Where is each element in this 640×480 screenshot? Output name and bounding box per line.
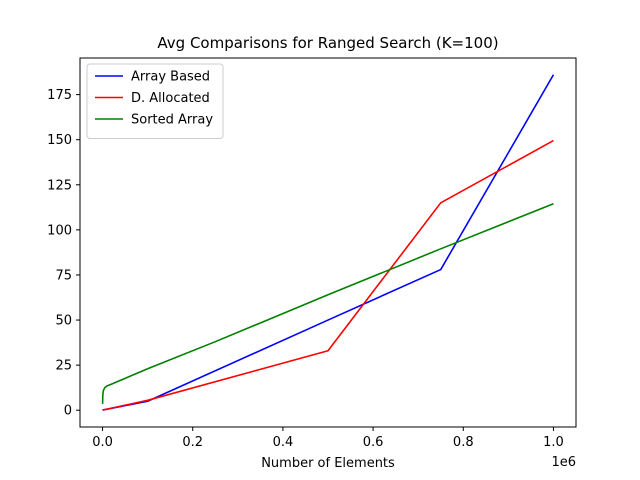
x-tick-label: 1.0 (543, 435, 564, 450)
legend-box (86, 63, 224, 139)
x-tick-label: 0.2 (182, 435, 203, 450)
legend-entry-label: D. Allocated (131, 91, 210, 106)
chart-title: Avg Comparisons for Ranged Search (K=100… (157, 34, 498, 52)
legend-entry-label: Array Based (131, 70, 210, 85)
x-tick-label: 0.6 (363, 435, 384, 450)
x-axis: 0.0 0.2 0.4 0.6 0.8 1.0 (92, 427, 564, 450)
y-tick-label: 100 (47, 223, 72, 238)
axes-frame (79, 57, 577, 428)
legend: Array Based D. Allocated Sorted Array (86, 63, 224, 139)
y-tick-label: 75 (55, 268, 72, 283)
legend-entry-label: Sorted Array (131, 113, 213, 128)
y-tick-label: 125 (47, 178, 72, 193)
series-layer (101, 74, 555, 411)
series-line-d-allocated (102, 139, 554, 411)
y-tick-label: 0 (64, 404, 72, 419)
x-axis-label: Number of Elements (261, 456, 395, 471)
x-axis-offset-label: 1e6 (551, 455, 576, 470)
x-tick-label: 0.0 (92, 435, 113, 450)
y-tick-label: 150 (47, 133, 72, 148)
x-tick-label: 0.4 (273, 435, 294, 450)
y-tick-label: 50 (55, 314, 72, 329)
y-axis: 0 25 50 75 100 125 150 175 (47, 88, 80, 419)
y-tick-label: 175 (47, 88, 72, 103)
series-line-sorted-array (101, 202, 554, 404)
x-tick-label: 0.8 (453, 435, 474, 450)
y-tick-label: 25 (55, 359, 72, 374)
